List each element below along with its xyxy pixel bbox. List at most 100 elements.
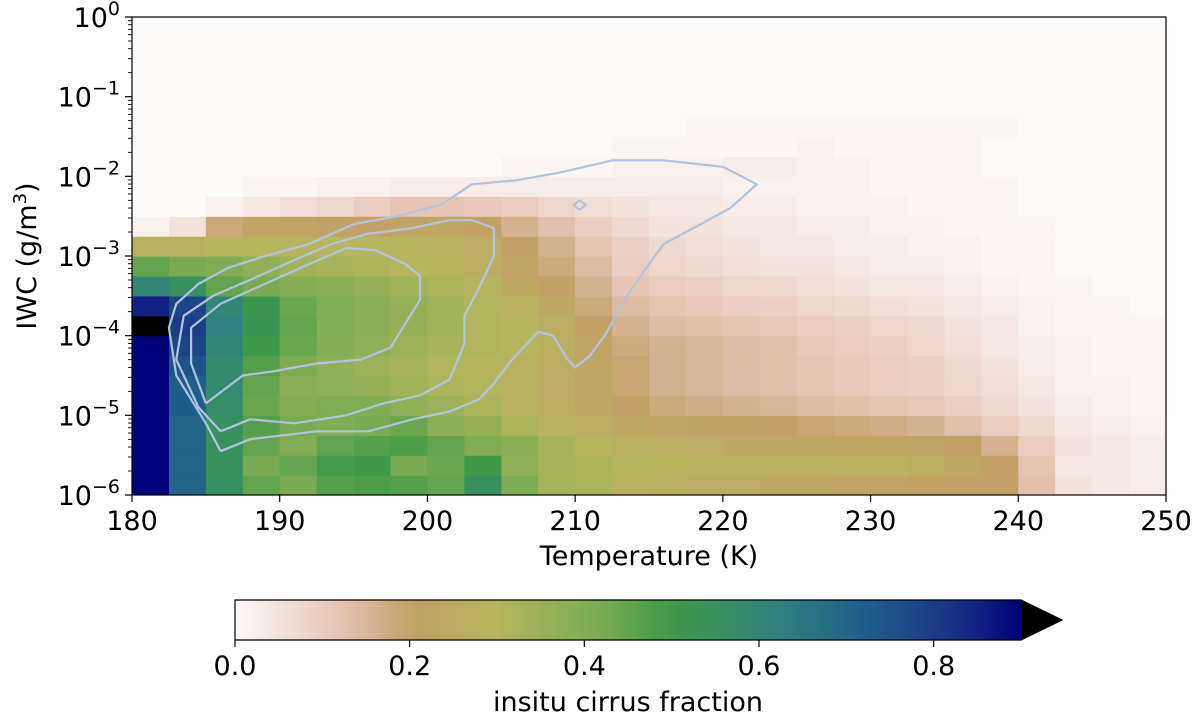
heatmap-cell: [132, 395, 170, 416]
heatmap-cell: [353, 355, 392, 377]
heatmap-cell: [390, 116, 429, 138]
heatmap-cell: [833, 17, 872, 38]
heatmap-cell: [649, 196, 687, 217]
heatmap-cell: [168, 355, 207, 377]
heatmap-cell: [833, 415, 872, 436]
heatmap-cell: [722, 415, 761, 436]
heatmap-cell: [575, 475, 613, 495]
heatmap-cell: [390, 335, 429, 357]
heatmap-cell: [575, 196, 613, 217]
heatmap-cell: [612, 295, 650, 317]
heatmap-cell: [1055, 275, 1093, 297]
heatmap-cell: [1129, 295, 1166, 317]
heatmap-cell: [907, 96, 946, 118]
heatmap-cell: [944, 475, 982, 495]
heatmap-cell: [353, 375, 392, 397]
heatmap-cell: [649, 236, 687, 257]
heatmap-cell: [538, 455, 576, 476]
heatmap-cell: [833, 36, 872, 58]
heatmap-cell: [1129, 375, 1166, 397]
heatmap-cell: [870, 295, 909, 317]
heatmap-cell: [833, 76, 872, 98]
heatmap-cell: [427, 136, 465, 158]
heatmap-cell: [132, 17, 170, 38]
heatmap-cell: [649, 256, 687, 277]
heatmap-cell: [1018, 275, 1056, 297]
heatmap-cell: [427, 435, 465, 456]
heatmap-cell: [132, 176, 170, 197]
heatmap-cell: [538, 17, 576, 38]
heatmap-cell: [205, 17, 244, 38]
heatmap-cell: [1018, 455, 1056, 476]
heatmap-cell: [1129, 455, 1166, 476]
heatmap-cell: [538, 216, 576, 237]
heatmap-cell: [353, 435, 392, 456]
heatmap-cell: [390, 76, 429, 98]
heatmap-cell: [501, 335, 539, 357]
heatmap-cell: [722, 156, 761, 177]
heatmap-cell: [612, 375, 650, 397]
heatmap-cell: [944, 116, 982, 138]
heatmap-cell: [1092, 355, 1130, 377]
heatmap-cell: [870, 176, 909, 197]
heatmap-cell: [759, 275, 798, 297]
heatmap-cell: [464, 335, 502, 357]
heatmap-cell: [168, 17, 207, 38]
heatmap-cell: [722, 315, 761, 337]
heatmap-cell: [390, 96, 429, 118]
heatmap-cell: [759, 415, 798, 436]
heatmap-cell: [981, 216, 1019, 237]
heatmap-cell: [1055, 76, 1093, 98]
heatmap-cell: [612, 395, 650, 416]
heatmap-cell: [907, 256, 946, 277]
heatmap-cell: [1018, 136, 1056, 158]
heatmap-cell: [907, 36, 946, 58]
heatmap-cell: [649, 216, 687, 237]
heatmap-cell: [1055, 156, 1093, 177]
heatmap-cell: [1055, 395, 1093, 416]
heatmap-cell: [132, 196, 170, 217]
heatmap-cell: [1092, 136, 1130, 158]
heatmap-cell: [132, 475, 170, 495]
heatmap-cell: [722, 36, 761, 58]
heatmap-cell: [649, 116, 687, 138]
heatmap-cell: [870, 256, 909, 277]
heatmap-cell: [981, 395, 1019, 416]
heatmap-cell: [242, 36, 281, 58]
heatmap-cell: [907, 156, 946, 177]
heatmap-cell: [279, 76, 318, 98]
heatmap-cell: [353, 136, 392, 158]
heatmap-cell: [833, 455, 872, 476]
heatmap-cell: [907, 275, 946, 297]
heatmap-cell: [612, 156, 650, 177]
heatmap-cell: [981, 96, 1019, 118]
heatmap-cell: [279, 275, 318, 297]
heatmap-cell: [612, 196, 650, 217]
heatmap-cell: [796, 475, 835, 495]
heatmap-cell: [981, 156, 1019, 177]
heatmap-cell: [907, 76, 946, 98]
heatmap-cell: [427, 96, 465, 118]
heatmap-cell: [205, 415, 244, 436]
heatmap-cell: [981, 315, 1019, 337]
heatmap-cell: [205, 156, 244, 177]
heatmap-cell: [1055, 455, 1093, 476]
heatmap-cell: [796, 415, 835, 436]
heatmap-cell: [168, 335, 207, 357]
heatmap-cell: [685, 475, 724, 495]
heatmap-cell: [501, 275, 539, 297]
heatmap-cell: [759, 176, 798, 197]
heatmap-cell: [279, 455, 318, 476]
heatmap-cell: [1129, 96, 1166, 118]
heatmap-cell: [1018, 375, 1056, 397]
heatmap-cell: [168, 56, 207, 78]
heatmap-cell: [685, 415, 724, 436]
heatmap-cell: [649, 395, 687, 416]
heatmap-cell: [279, 335, 318, 357]
heatmap-cell: [981, 136, 1019, 158]
heatmap-cell: [685, 295, 724, 317]
heatmap-cell: [501, 236, 539, 257]
heatmap-cell: [1018, 435, 1056, 456]
heatmap-cell: [1092, 395, 1130, 416]
heatmap-cell: [538, 116, 576, 138]
